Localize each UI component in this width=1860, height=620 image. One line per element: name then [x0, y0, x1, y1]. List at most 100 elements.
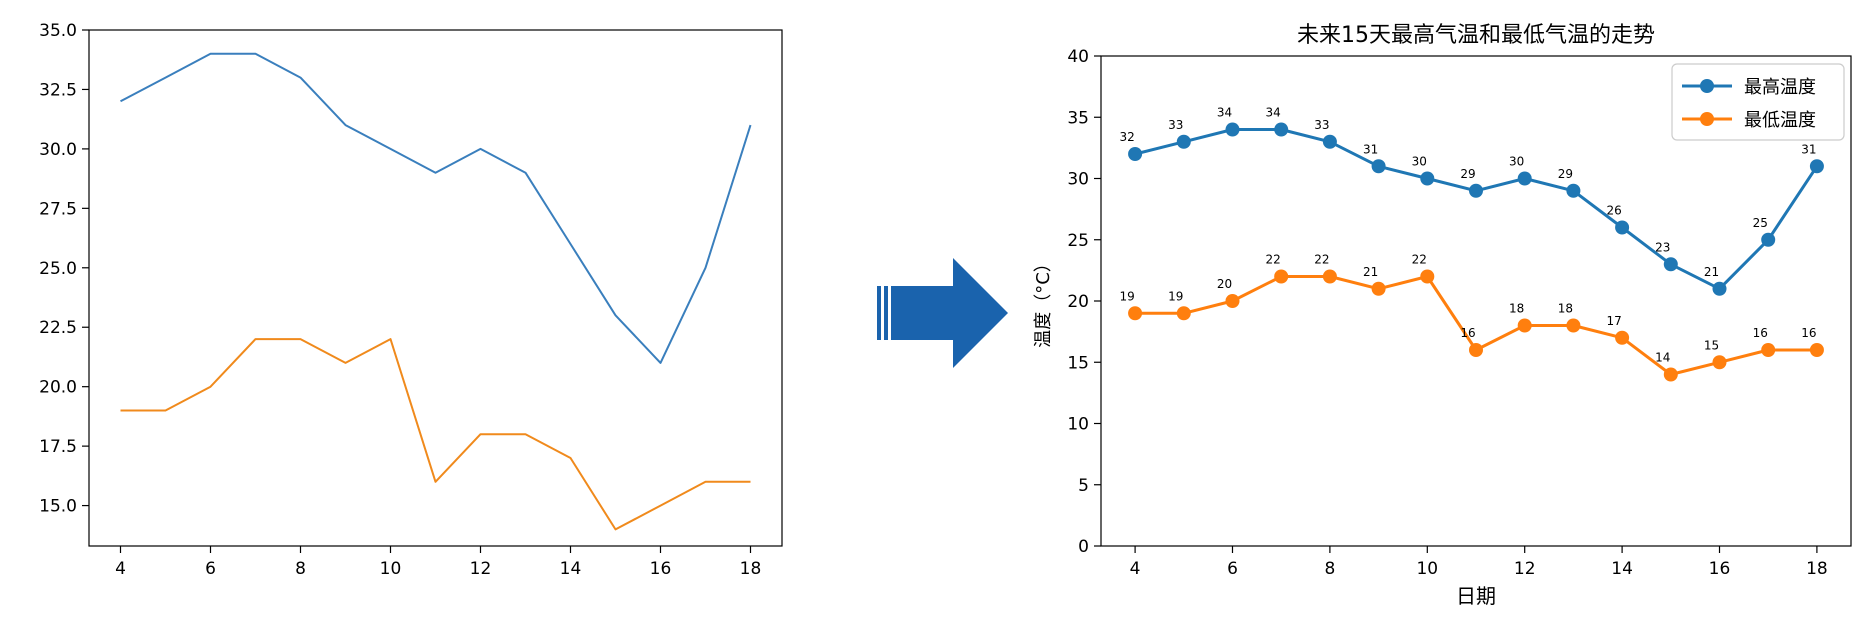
x-tick-label: 4: [1130, 559, 1141, 579]
data-label: 33: [1168, 118, 1183, 132]
y-tick-label: 5: [1078, 476, 1089, 496]
y-tick-label: 17.5: [39, 437, 77, 457]
x-tick-label: 10: [1416, 559, 1438, 579]
data-point: [1420, 269, 1435, 284]
data-label: 32: [1119, 130, 1134, 144]
data-point: [1469, 183, 1483, 198]
series-line-1: [120, 338, 751, 531]
y-tick-label: 40: [1067, 47, 1089, 67]
arrow-body: [893, 258, 1008, 368]
data-point: [1712, 281, 1727, 296]
data-label: 22: [1412, 253, 1427, 267]
data-label: 19: [1119, 289, 1134, 303]
data-point: [1809, 343, 1824, 357]
data-point: [1712, 355, 1727, 370]
x-tick-label: 6: [205, 559, 216, 579]
data-label: 34: [1266, 106, 1281, 120]
data-point: [1274, 122, 1289, 137]
y-tick-label: 27.5: [39, 199, 77, 219]
y-axis-label: 温度（°C）: [1033, 254, 1054, 348]
arrow-stripe: [891, 286, 895, 340]
data-label: 22: [1266, 253, 1281, 267]
series-line-0: [120, 52, 752, 364]
data-point: [1809, 159, 1824, 174]
data-label: 16: [1801, 326, 1816, 340]
data-label: 23: [1655, 240, 1670, 254]
data-point: [1517, 171, 1532, 186]
data-label: 31: [1363, 142, 1378, 156]
data-point: [1176, 134, 1191, 149]
data-point: [1761, 343, 1776, 357]
data-point: [1225, 122, 1240, 137]
y-tick-label: 22.5: [39, 318, 77, 338]
x-tick-label: 18: [1806, 559, 1828, 579]
arrow-stripe: [884, 286, 888, 340]
arrow-stripe: [877, 286, 881, 340]
data-point: [1128, 147, 1143, 161]
x-tick-label: 14: [560, 559, 582, 579]
data-point: [1274, 269, 1289, 284]
data-point: [1128, 306, 1143, 321]
data-label: 29: [1558, 167, 1573, 181]
plot-frame: [88, 29, 783, 547]
x-tick-label: 6: [1227, 559, 1238, 579]
data-label: 30: [1412, 155, 1427, 169]
data-point: [1420, 171, 1435, 186]
x-tick-label: 16: [1709, 559, 1731, 579]
data-label: 18: [1509, 302, 1524, 316]
chart-left: 4 6 8 10 12 14 16 18 15.0 17.5 20.0 22.5 25.0 27.5 30.…: [39, 21, 783, 579]
data-label: 20: [1217, 277, 1232, 291]
data-point: [1566, 318, 1581, 333]
data-point: [1663, 367, 1678, 382]
data-label: 21: [1363, 265, 1378, 279]
y-tick-label: 0: [1078, 537, 1089, 557]
y-tick-label: 30: [1067, 170, 1089, 190]
data-point: [1225, 294, 1240, 308]
chart-right: 32 33 34 34 33 31 30 29 30 29 26 23 21 25 31 19 19 20 22 22…: [1033, 23, 1852, 608]
data-point: [1517, 318, 1532, 333]
legend-swatch-marker: [1700, 112, 1714, 126]
data-label: 34: [1217, 106, 1232, 120]
arrow-gap: [889, 286, 891, 340]
data-label: 15: [1704, 338, 1719, 352]
legend-label: 最低温度: [1744, 110, 1816, 131]
data-point: [1615, 220, 1630, 235]
data-label: 22: [1314, 253, 1329, 267]
data-label: 19: [1168, 289, 1183, 303]
data-point: [1469, 343, 1483, 357]
data-point: [1176, 306, 1191, 321]
data-label: 33: [1314, 118, 1329, 132]
x-tick-label: 8: [295, 559, 306, 579]
data-point: [1371, 159, 1386, 174]
data-point: [1371, 281, 1386, 296]
y-tick-label: 15.0: [39, 497, 77, 517]
y-tick-label: 20.0: [39, 378, 77, 398]
data-point: [1566, 183, 1581, 198]
x-tick-label: 18: [740, 559, 762, 579]
data-point: [1322, 134, 1337, 149]
right-arrow-icon: [877, 258, 1008, 368]
y-tick-label: 20: [1067, 292, 1089, 312]
x-tick-label: 12: [470, 559, 492, 579]
x-tick-label: 10: [380, 559, 402, 579]
data-label: 21: [1704, 265, 1719, 279]
y-tick-label: 10: [1067, 415, 1089, 435]
data-label: 17: [1606, 314, 1621, 328]
data-label: 14: [1655, 351, 1670, 365]
data-label: 18: [1558, 302, 1573, 316]
y-tick-label: 25: [1067, 231, 1089, 251]
data-point: [1322, 269, 1337, 284]
data-label: 31: [1801, 142, 1816, 156]
data-label: 26: [1606, 204, 1621, 218]
x-tick-label: 4: [115, 559, 126, 579]
data-label: 30: [1509, 155, 1524, 169]
legend-label: 最高温度: [1744, 77, 1816, 98]
y-tick-label: 32.5: [39, 80, 77, 100]
y-tick-label: 15: [1067, 353, 1089, 373]
data-label: 16: [1753, 326, 1768, 340]
data-label: 25: [1753, 216, 1768, 230]
data-point: [1615, 330, 1630, 345]
y-tick-label: 35.0: [39, 21, 77, 41]
x-tick-label: 12: [1514, 559, 1536, 579]
